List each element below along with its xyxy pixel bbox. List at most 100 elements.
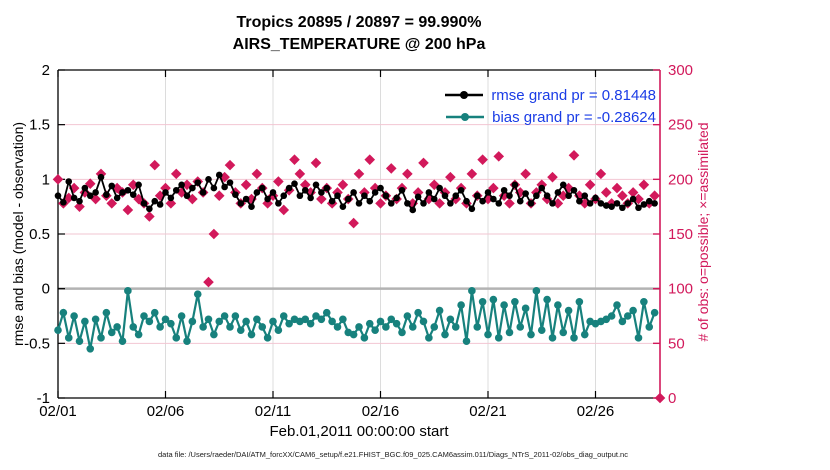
- rmse-point: [608, 203, 615, 210]
- rmse-point: [651, 200, 658, 207]
- rmse-point: [162, 189, 169, 196]
- rmse-point: [576, 197, 583, 205]
- rmse-point: [86, 192, 94, 200]
- rmse-point: [146, 205, 153, 213]
- obs-count-marker: [552, 198, 564, 209]
- bias-point: [349, 330, 358, 339]
- bias-point: [489, 295, 498, 304]
- rmse-point: [436, 184, 443, 192]
- bias-point: [629, 306, 637, 315]
- bias-point: [193, 290, 202, 298]
- obs-count-marker: [170, 168, 182, 180]
- rmse-point: [76, 197, 83, 205]
- bias-point: [516, 323, 525, 331]
- obs-count-marker: [68, 182, 80, 194]
- obs-count-marker: [434, 198, 445, 209]
- y-right-tick-label: 0: [668, 390, 676, 407]
- obs-count-marker: [568, 149, 580, 161]
- bias-point: [575, 297, 584, 306]
- bias-point: [505, 328, 514, 337]
- rmse-point: [511, 181, 519, 189]
- legend-label: rmse grand pr = 0.81448: [491, 86, 656, 104]
- obs-count-marker: [584, 179, 596, 191]
- rmse-point: [516, 197, 524, 205]
- bias-point: [532, 287, 541, 295]
- rmse-point: [570, 186, 578, 194]
- x-tick-label: 02/11: [255, 403, 291, 420]
- legend-item-bias: bias grand pr = -0.28624: [443, 106, 656, 128]
- rmse-point: [189, 184, 196, 192]
- bias-point: [118, 337, 127, 345]
- rmse-point: [264, 195, 271, 203]
- obs-count-marker: [203, 276, 214, 288]
- bias-point: [623, 312, 632, 320]
- bias-point: [435, 306, 444, 315]
- rmse-point: [522, 190, 529, 197]
- rmse-point: [361, 192, 368, 200]
- obs-count-marker: [144, 211, 155, 222]
- rmse-point: [205, 176, 212, 183]
- bias-point: [107, 328, 116, 337]
- rmse-point: [425, 189, 433, 196]
- bias-point: [134, 330, 143, 339]
- rmse-point: [65, 178, 73, 185]
- bias-point: [253, 315, 261, 324]
- rmse-point: [275, 200, 282, 207]
- rmse-point: [387, 200, 395, 207]
- rmse-point: [613, 200, 621, 207]
- bias-point: [640, 297, 648, 306]
- obs-count-marker: [488, 182, 499, 194]
- bias-point: [645, 323, 654, 331]
- bias-point: [156, 323, 164, 331]
- bias-point: [564, 306, 573, 315]
- bias-point: [242, 317, 250, 326]
- rmse-point: [183, 192, 191, 200]
- obs-count-marker: [106, 198, 118, 209]
- obs-count-marker: [627, 187, 639, 198]
- bias-point: [59, 308, 68, 317]
- obs-count-marker: [208, 228, 220, 240]
- rmse-point: [113, 194, 121, 202]
- bias-point: [177, 312, 186, 320]
- bias-point: [457, 301, 465, 309]
- bias-point: [226, 323, 234, 331]
- obs-count-marker: [633, 193, 644, 205]
- bias-point: [215, 317, 224, 326]
- x-tick-label: 02/26: [577, 403, 615, 420]
- rmse-point: [178, 181, 185, 189]
- bias-point: [188, 317, 197, 326]
- rmse-point: [554, 189, 562, 196]
- obs-count-marker: [364, 154, 376, 165]
- obs-count-marker: [563, 182, 574, 194]
- rmse-point: [167, 194, 175, 202]
- obs-count-marker: [402, 168, 413, 180]
- bias-point: [91, 315, 100, 324]
- y-left-tick-label: -0.5: [24, 335, 50, 352]
- obs-count-marker: [294, 168, 306, 180]
- obs-count-marker: [111, 182, 123, 194]
- rmse-point: [124, 186, 132, 194]
- obs-count-marker: [316, 193, 327, 205]
- obs-count-marker: [504, 198, 515, 209]
- bias-point: [425, 334, 433, 342]
- legend-item-rmse: rmse grand pr = 0.81448: [443, 84, 656, 106]
- bias-point: [580, 330, 589, 339]
- rmse-point: [404, 200, 411, 207]
- obs-count-marker: [428, 179, 440, 191]
- bias-point: [382, 323, 390, 331]
- legend-dot-icon: [460, 91, 469, 99]
- bias-point: [140, 312, 148, 320]
- obs-count-marker: [611, 182, 623, 194]
- obs-count-marker: [638, 179, 650, 191]
- obs-count-marker: [514, 187, 526, 198]
- rmse-point: [414, 193, 422, 201]
- rmse-point: [129, 191, 137, 198]
- rmse-point: [355, 200, 363, 207]
- rmse-point: [215, 171, 223, 179]
- bias-point: [473, 323, 482, 331]
- rmse-point: [307, 194, 314, 202]
- rmse-point: [624, 200, 632, 207]
- bias-point: [236, 326, 245, 335]
- bias-point: [500, 301, 508, 309]
- rmse-point: [468, 205, 476, 213]
